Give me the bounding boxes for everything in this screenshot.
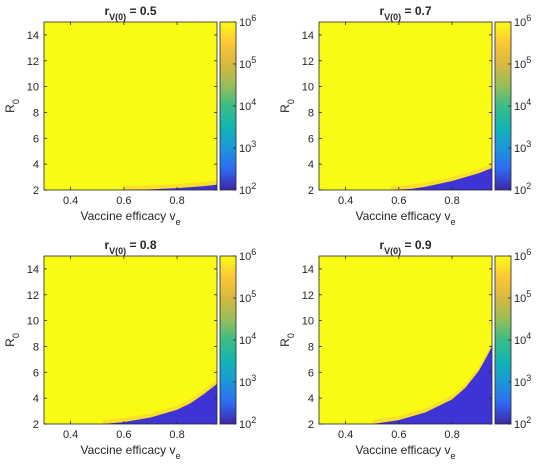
y-tick-label: 8 <box>308 341 314 353</box>
plot-frame <box>318 255 493 425</box>
x-tick-label: 0.8 <box>444 429 459 441</box>
x-tick-label: 0.4 <box>63 429 78 441</box>
panel-title: rV(0) = 0.7 <box>379 4 431 22</box>
y-tick-label: 6 <box>308 367 314 379</box>
y-axis-label: R0 <box>278 99 296 113</box>
y-axis-label: R0 <box>3 333 21 347</box>
x-tick-label: 0.6 <box>116 195 131 207</box>
colorbar-tick-label: 102 <box>514 181 531 197</box>
x-tick-label: 0.4 <box>63 195 78 207</box>
y-tick-label: 12 <box>302 290 314 302</box>
colorbar-tick-label: 103 <box>239 139 256 155</box>
y-axis-label: R0 <box>3 99 21 113</box>
y-tick-label: 6 <box>33 367 39 379</box>
y-tick-label: 10 <box>27 82 39 94</box>
y-tick-label: 4 <box>33 393 39 405</box>
x-tick-label: 0.6 <box>391 195 406 207</box>
panel-title: rV(0) = 0.9 <box>379 238 431 256</box>
plot-frame <box>43 21 218 191</box>
heatmap-low-region <box>372 346 492 424</box>
y-tick-label: 14 <box>27 30 39 42</box>
y-tick-label: 14 <box>302 264 314 276</box>
panel-title: rV(0) = 0.8 <box>104 238 156 256</box>
y-tick-label: 6 <box>33 133 39 145</box>
y-tick-label: 12 <box>302 56 314 68</box>
colorbar-tick-label: 106 <box>514 247 531 263</box>
y-tick-label: 12 <box>27 290 39 302</box>
x-axis-label: Vaccine efficacy ve <box>81 443 181 461</box>
colorbar-tick-label: 103 <box>514 139 531 155</box>
colorbar-tick-label: 104 <box>514 97 531 113</box>
chart-panel-2: 0.4 0.6 0.8 2 4 6 8 10 12 14 rV(0) = 0.7 Vaccine ef… <box>278 4 531 227</box>
x-axis-label: Vaccine efficacy ve <box>81 209 181 227</box>
colorbar-tick-label: 106 <box>239 13 256 29</box>
colorbar-tick-label: 106 <box>514 13 531 29</box>
x-tick-label: 0.8 <box>169 195 184 207</box>
chart-panel-4: 0.4 0.6 0.8 2 4 6 8 10 12 14 rV(0) = 0.9 Vaccine ef… <box>278 238 531 461</box>
x-axis-label: Vaccine efficacy ve <box>356 209 456 227</box>
y-tick-label: 2 <box>308 185 314 197</box>
heatmap-high-region <box>44 256 217 424</box>
colorbar-tick-label: 103 <box>514 373 531 389</box>
y-tick-label: 8 <box>308 107 314 119</box>
colorbar-tick-label: 105 <box>514 55 531 71</box>
colorbar-tick-label: 103 <box>239 373 256 389</box>
plot-frame <box>43 255 218 425</box>
colorbar-tick-label: 104 <box>239 97 256 113</box>
colorbar-tick-label: 104 <box>514 331 531 347</box>
colorbar-tick-label: 104 <box>239 331 256 347</box>
heatmap-low-region <box>390 168 492 190</box>
chart-panel-3: 0.4 0.6 0.8 2 4 6 8 10 12 14 rV(0) = 0.8 Vaccine ef… <box>3 238 256 461</box>
y-tick-label: 12 <box>27 56 39 68</box>
heatmap-low-region <box>102 383 217 424</box>
y-tick-label: 2 <box>33 419 39 431</box>
y-tick-label: 10 <box>302 82 314 94</box>
colorbar-tick-label: 105 <box>239 289 256 305</box>
x-tick-label: 0.6 <box>391 429 406 441</box>
y-tick-label: 4 <box>308 393 314 405</box>
colorbar-tick-label: 102 <box>514 415 531 431</box>
y-tick-label: 8 <box>33 107 39 119</box>
y-tick-label: 8 <box>33 341 39 353</box>
x-tick-label: 0.8 <box>169 429 184 441</box>
x-tick-label: 0.4 <box>338 195 353 207</box>
x-axis-label: Vaccine efficacy ve <box>356 443 456 461</box>
heatmap-high-region <box>44 22 217 190</box>
y-tick-label: 14 <box>302 30 314 42</box>
x-tick-label: 0.4 <box>338 429 353 441</box>
panel-title: rV(0) = 0.5 <box>104 4 156 22</box>
y-tick-label: 2 <box>33 185 39 197</box>
y-tick-label: 6 <box>308 133 314 145</box>
x-tick-label: 0.6 <box>116 429 131 441</box>
colorbar-tick-label: 105 <box>514 289 531 305</box>
chart-panel-1: 0.4 0.6 0.8 2 4 6 8 10 12 14 rV(0) = 0.5 Vaccine ef… <box>3 4 256 227</box>
heatmap-high-region <box>319 22 492 190</box>
colorbar-tick-label: 102 <box>239 181 256 197</box>
x-tick-label: 0.8 <box>444 195 459 207</box>
y-axis-label: R0 <box>278 333 296 347</box>
y-tick-label: 4 <box>33 159 39 171</box>
y-tick-label: 10 <box>302 316 314 328</box>
colorbar-tick-label: 106 <box>239 247 256 263</box>
colorbar-tick-label: 102 <box>239 415 256 431</box>
heatmap-low-region <box>123 184 217 190</box>
y-tick-label: 2 <box>308 419 314 431</box>
y-tick-label: 14 <box>27 264 39 276</box>
y-tick-label: 10 <box>27 316 39 328</box>
plot-frame <box>318 21 493 191</box>
colorbar-tick-label: 105 <box>239 55 256 71</box>
y-tick-label: 4 <box>308 159 314 171</box>
